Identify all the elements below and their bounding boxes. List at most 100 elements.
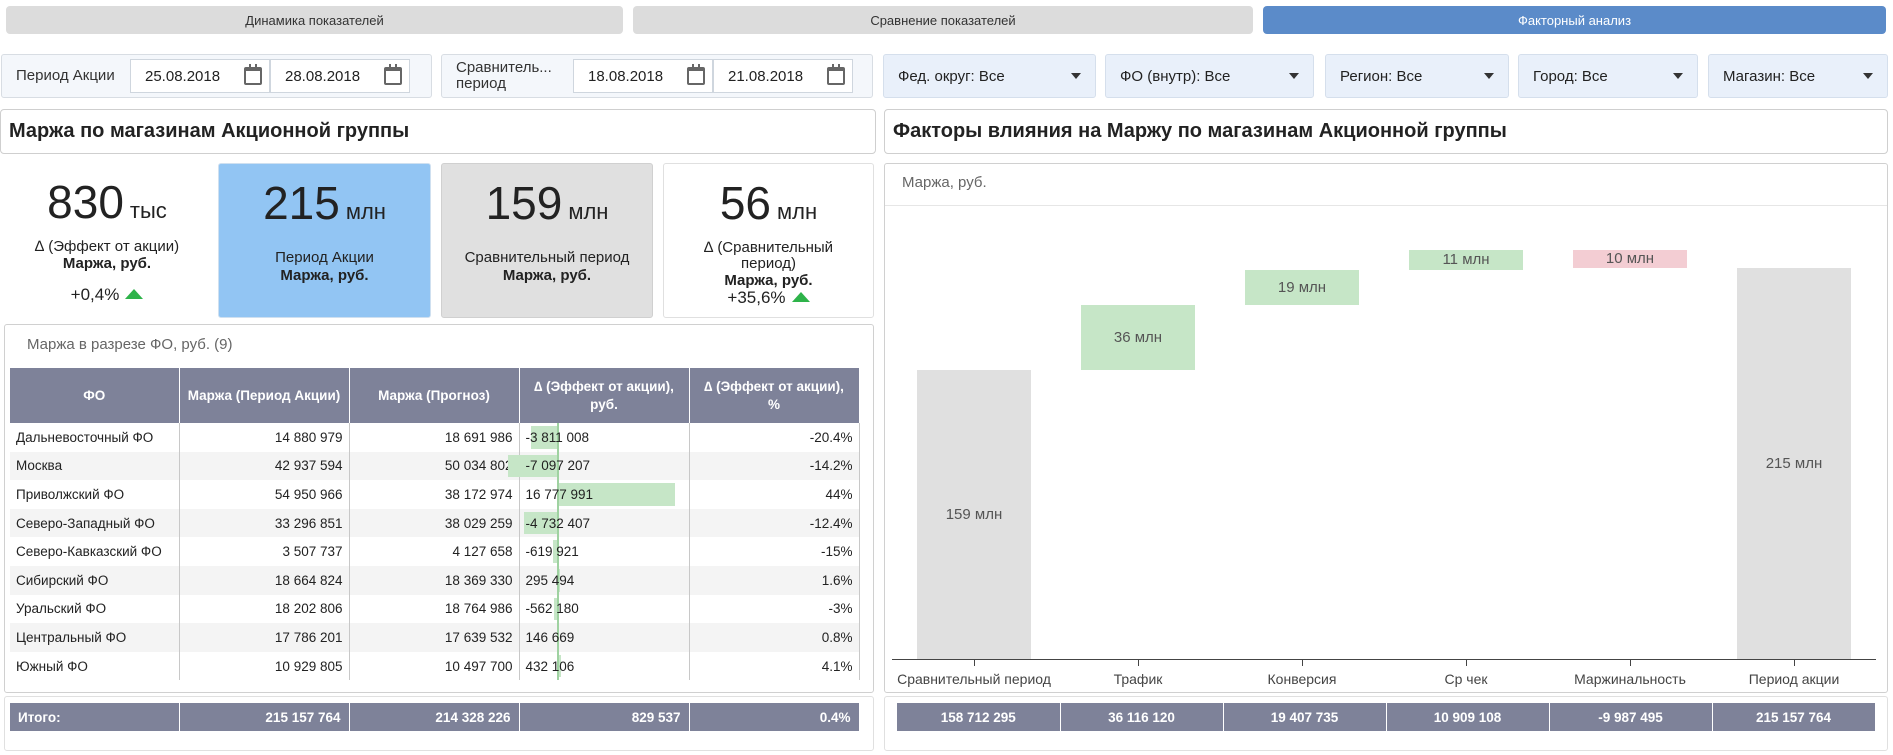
delta-axis	[556, 451, 559, 481]
kpi-unit: млн	[777, 199, 818, 224]
tab-comparison[interactable]: Сравнение показателей	[633, 6, 1253, 34]
x-tick	[1466, 660, 1467, 666]
table-row[interactable]: Москва 42 937 594 50 034 802 -7 097 207 -14.…	[10, 451, 860, 481]
cell-fo: Дальневосточный ФО	[10, 423, 180, 452]
calendar-icon[interactable]	[384, 64, 402, 85]
cell-promo: 3 507 737	[179, 537, 350, 566]
delta-bar	[557, 568, 560, 592]
chart-title: Маржа, руб.	[902, 174, 987, 191]
table-row[interactable]: Приволжский ФО 54 950 966 38 172 974 16 777…	[10, 480, 860, 509]
cell-delta: -619 921	[519, 537, 690, 566]
waterfall-panel	[884, 163, 1888, 693]
waterfall-bar[interactable]: 36 млн	[1081, 304, 1195, 371]
delta-bar	[557, 483, 675, 506]
caret-down-icon	[1863, 73, 1873, 79]
promo-from-value: 25.08.2018	[145, 67, 221, 85]
delta-value: 432 106	[525, 658, 575, 674]
cell-forecast: 18 691 986	[349, 423, 520, 452]
cell-pct: 1.6%	[689, 565, 860, 595]
fo-internal-dropdown[interactable]: ФО (внутр): Все	[1105, 54, 1314, 98]
table-row[interactable]: Северо-Кавказский ФО 3 507 737 4 127 658 -6…	[10, 537, 860, 566]
x-category-label: Трафик	[1113, 671, 1163, 687]
cell-promo: 10 929 805	[179, 651, 350, 681]
cell-fo: Северо-Кавказский ФО	[10, 537, 180, 566]
delta-axis	[556, 508, 559, 538]
kpi-metric: Маржа, руб.	[502, 267, 592, 284]
col-header[interactable]: ФО	[10, 368, 180, 423]
waterfall-bar[interactable]: 10 млн	[1573, 249, 1687, 268]
store-dropdown[interactable]: Магазин: Все	[1708, 54, 1888, 98]
cell-pct: -3%	[689, 594, 860, 624]
col-header[interactable]: Маржа (Прогноз)	[349, 368, 520, 423]
total-pct: 0.4%	[689, 703, 860, 731]
table-row[interactable]: Сибирский ФО 18 664 824 18 369 330 295 494 1…	[10, 565, 860, 595]
delta-value: 146 669	[525, 629, 575, 645]
region-dropdown[interactable]: Регион: Все	[1325, 54, 1509, 98]
table-row[interactable]: Уральский ФО 18 202 806 18 764 986 -562 180…	[10, 594, 860, 624]
cell-pct: -12.4%	[689, 508, 860, 538]
promo-to-input[interactable]: 28.08.2018	[270, 59, 410, 93]
waterfall-bar[interactable]: 11 млн	[1409, 249, 1523, 270]
table-row[interactable]: Дальневосточный ФО 14 880 979 18 691 986 -3…	[10, 423, 860, 452]
table-panel	[4, 324, 874, 693]
calendar-icon[interactable]	[244, 64, 262, 85]
x-category-label: Конверсия	[1267, 671, 1337, 687]
promo-from-input[interactable]: 25.08.2018	[130, 59, 270, 93]
col-header[interactable]: Маржа (Период Акции)	[179, 368, 350, 423]
cell-fo: Южный ФО	[10, 651, 180, 681]
tab-dynamics[interactable]: Динамика показателей	[6, 6, 623, 34]
delta-axis	[556, 594, 559, 624]
cell-pct: -20.4%	[689, 423, 860, 452]
federal-district-dropdown[interactable]: Фед. округ: Все	[883, 54, 1096, 98]
kpi-percent: +35,6%	[727, 288, 786, 307]
x-category-label: Сравнительный период	[897, 671, 1051, 687]
compare-period-label: Сравнитель... период	[456, 59, 552, 92]
compare-period-filter: Сравнитель... период 18.08.2018 21.08.20…	[441, 54, 873, 98]
city-dropdown[interactable]: Город: Все	[1518, 54, 1698, 98]
chart-total-cell: 158 712 295	[897, 703, 1061, 731]
tab-factor-analysis[interactable]: Факторный анализ	[1263, 6, 1886, 34]
waterfall-bar[interactable]: 215 млн	[1737, 267, 1851, 659]
cell-delta: 146 669	[519, 623, 690, 652]
cell-promo: 18 664 824	[179, 565, 350, 595]
waterfall-bar[interactable]: 159 млн	[917, 370, 1031, 659]
table-row[interactable]: Северо-Западный ФО 33 296 851 38 029 259 -4…	[10, 508, 860, 538]
cell-promo: 42 937 594	[179, 451, 350, 481]
x-tick	[1302, 660, 1303, 666]
compare-to-value: 21.08.2018	[728, 67, 804, 85]
table-row[interactable]: Южный ФО 10 929 805 10 497 700 432 106 4.1%	[10, 651, 860, 681]
compare-to-input[interactable]: 21.08.2018	[713, 59, 853, 93]
delta-value: -619 921	[525, 544, 579, 560]
bar-label: 159 млн	[945, 506, 1003, 524]
waterfall-bar[interactable]: 19 млн	[1245, 269, 1359, 305]
cell-pct: -14.2%	[689, 451, 860, 481]
chart-total-cell: 36 116 120	[1060, 703, 1224, 731]
cell-delta: -3 811 008	[519, 423, 690, 452]
chart-x-axis	[892, 659, 1876, 660]
calendar-icon[interactable]	[827, 64, 845, 85]
dropdown-label: Фед. округ: Все	[898, 67, 1005, 85]
kpi-metric: Маржа, руб.	[62, 255, 152, 272]
kpi-subtitle: Сравнительный период	[464, 249, 630, 266]
cell-promo: 17 786 201	[179, 623, 350, 652]
table-row[interactable]: Центральный ФО 17 786 201 17 639 532 146 66…	[10, 623, 860, 652]
compare-from-value: 18.08.2018	[588, 67, 664, 85]
caret-down-icon	[1289, 73, 1299, 79]
calendar-icon[interactable]	[687, 64, 705, 85]
compare-from-input[interactable]: 18.08.2018	[573, 59, 713, 93]
col-header[interactable]: ∆ (Эффект от акции), %	[689, 368, 860, 423]
bar-label: 19 млн	[1277, 278, 1327, 296]
x-category-label: Ср чек	[1444, 671, 1488, 687]
delta-value: -7 097 207	[525, 458, 591, 474]
promo-period-label: Период Акции	[16, 67, 115, 84]
cell-delta: -4 732 407	[519, 508, 690, 538]
delta-bar	[557, 654, 561, 678]
delta-axis	[556, 480, 559, 509]
kpi-unit: тыс	[129, 198, 167, 223]
x-tick	[1138, 660, 1139, 666]
cell-pct: 44%	[689, 480, 860, 509]
bar-label: 10 млн	[1605, 250, 1655, 268]
dropdown-label: ФО (внутр): Все	[1120, 67, 1231, 85]
col-header[interactable]: ∆ (Эффект от акции), руб.	[519, 368, 690, 423]
table-caption: Маржа в разрезе ФО, руб. (9)	[27, 336, 233, 353]
